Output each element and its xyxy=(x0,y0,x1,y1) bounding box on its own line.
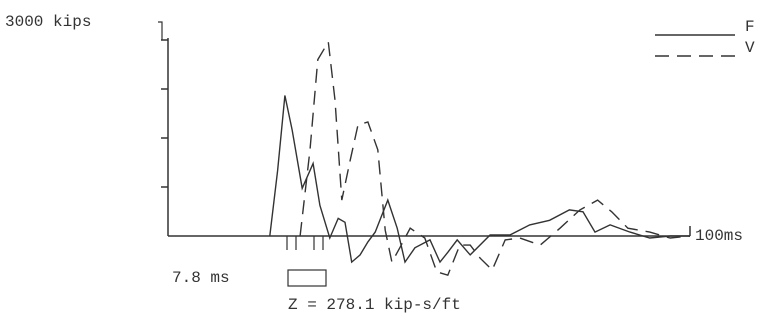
series-line xyxy=(299,39,691,277)
annotation: 7.8 ms xyxy=(172,269,230,287)
legend-label: V xyxy=(745,39,755,57)
marker-box xyxy=(287,269,327,287)
legend-label: F xyxy=(745,18,755,36)
y-tick-hook xyxy=(158,21,163,40)
annotation: Z = 278.1 kip-s/ft xyxy=(288,296,461,314)
wave-markers xyxy=(286,236,324,250)
series-line xyxy=(269,95,690,264)
y-tick-label: 3000 kips xyxy=(5,13,91,31)
x-tick-label: 100ms xyxy=(695,227,743,245)
